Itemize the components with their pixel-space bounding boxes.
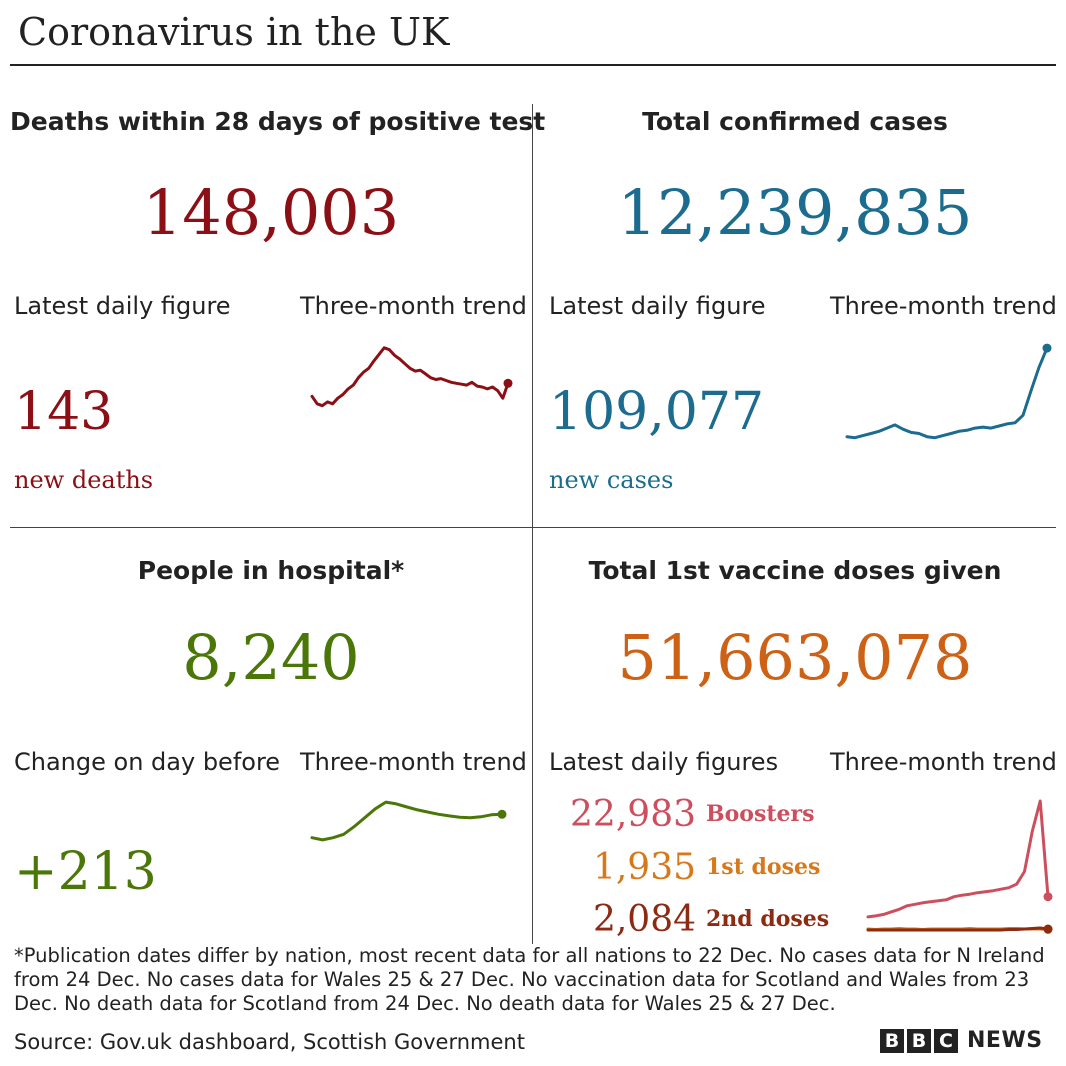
cases-trend-label: Three-month trend [830, 292, 1057, 320]
cases-latest-sub: new cases [549, 466, 674, 494]
deaths-latest-label: Latest daily figure [14, 292, 231, 320]
vaccine-trend-chart [866, 799, 1053, 934]
source-note: Source: Gov.uk dashboard, Scottish Gover… [14, 1030, 525, 1054]
cases-latest-label: Latest daily figure [549, 292, 766, 320]
trend-line-boosters [866, 799, 1050, 919]
hospital-trend-chart [310, 800, 507, 842]
hospital-trend-label: Three-month trend [300, 748, 527, 776]
vaccine-total: 51,663,078 [617, 621, 973, 694]
horizontal-divider [10, 527, 1056, 528]
deaths-title: Deaths within 28 days of positive test [10, 107, 546, 136]
first-doses-value: 1,935 [592, 847, 696, 888]
trend-end-point [1043, 924, 1053, 934]
trend-end-point [503, 378, 513, 388]
hospital-total: 8,240 [182, 621, 360, 694]
second-doses-label: 2nd doses [706, 906, 830, 932]
trend-line-2nd-doses [866, 926, 1050, 932]
vaccine-title: Total 1st vaccine doses given [588, 556, 1002, 585]
trend-end-point [1043, 892, 1053, 902]
deaths-trend-label: Three-month trend [300, 292, 527, 320]
trend-end-point [1042, 343, 1052, 353]
deaths-total: 148,003 [142, 176, 400, 249]
trend-line-daily-deaths [310, 346, 510, 408]
first-doses-label: 1st doses [706, 854, 821, 880]
bbc-logo-letter-2: B [907, 1028, 931, 1053]
hospital-latest-label: Change on day before [14, 748, 281, 776]
second-doses-value: 2,084 [592, 899, 696, 940]
hospital-latest-value: +213 [14, 842, 157, 902]
cases-latest-value: 109,077 [549, 382, 765, 442]
trend-end-point [497, 809, 507, 819]
footnote: *Publication dates differ by nation, mos… [14, 944, 1045, 1015]
vaccine-latest-label: Latest daily figures [549, 748, 779, 776]
bbc-logo-letter-1: B [880, 1028, 904, 1053]
trend-line-daily-cases [845, 346, 1049, 440]
bbc-logo-letter-3: C [934, 1028, 958, 1053]
cases-total: 12,239,835 [617, 176, 973, 249]
cases-trend-chart [845, 343, 1052, 440]
bbc-news-logo: B B C NEWS [880, 1028, 1043, 1053]
page-title: Coronavirus in the UK [18, 10, 450, 54]
deaths-trend-chart [310, 346, 513, 408]
bbc-logo-news: NEWS [967, 1028, 1043, 1053]
deaths-latest-value: 143 [14, 382, 114, 442]
trend-line-people-in-hospital [310, 800, 504, 842]
vertical-divider [532, 104, 533, 944]
boosters-label: Boosters [706, 801, 815, 827]
cases-title: Total confirmed cases [642, 107, 948, 136]
hospital-title: People in hospital* [137, 556, 405, 585]
vaccine-trend-label: Three-month trend [830, 748, 1057, 776]
deaths-latest-sub: new deaths [14, 466, 154, 494]
boosters-value: 22,983 [570, 794, 696, 835]
title-rule [10, 64, 1056, 66]
